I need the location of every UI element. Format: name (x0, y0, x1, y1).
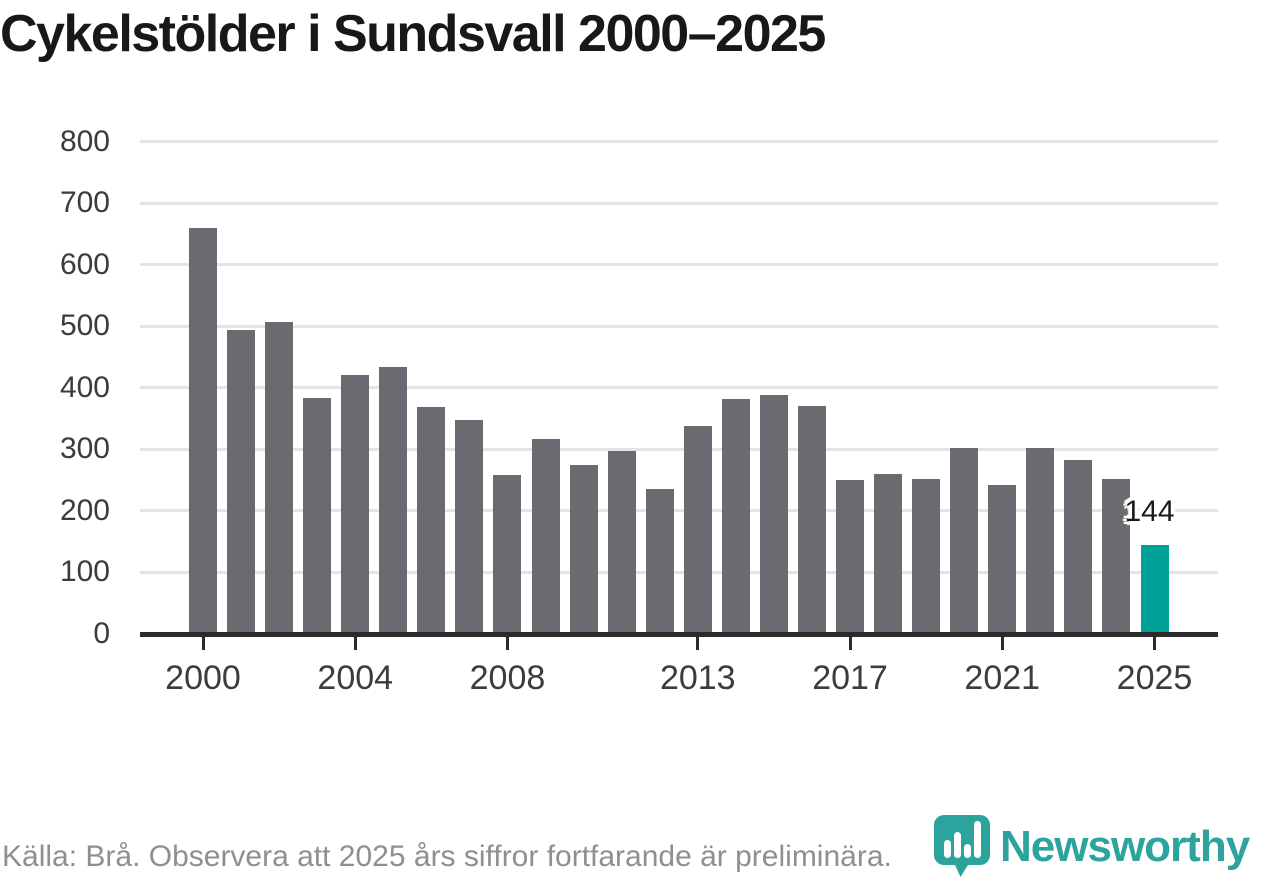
gridline-200 (140, 509, 1218, 513)
x-axis-label-2008: 2008 (469, 659, 546, 697)
axis-tick-2013 (696, 637, 700, 650)
y-axis-label-0: 0 (93, 617, 110, 650)
bar-2021 (988, 485, 1017, 634)
bar-2014 (721, 399, 750, 634)
x-axis-label-2025: 2025 (1116, 659, 1193, 697)
bar-2024 (1102, 478, 1131, 634)
bar-2015 (759, 394, 788, 634)
x-axis-label-2000: 2000 (165, 659, 241, 697)
y-axis-label-300: 300 (59, 432, 110, 466)
y-axis-label-400: 400 (59, 370, 110, 404)
x-axis-label-2004: 2004 (317, 659, 394, 697)
x-axis-line (140, 632, 1218, 637)
gridline-800 (140, 140, 1218, 144)
bar-2001 (227, 329, 256, 634)
bar-2019 (912, 478, 941, 634)
axis-tick-2008 (505, 637, 509, 650)
bar-2022 (1026, 448, 1055, 634)
newsworthy-pin-bar-chart-icon (934, 815, 990, 877)
bar-2010 (569, 465, 598, 634)
axis-tick-2000 (201, 637, 205, 650)
y-axis-label-200: 200 (59, 493, 110, 527)
logo-bar-1 (944, 840, 951, 858)
x-axis-label-2013: 2013 (659, 659, 736, 697)
y-axis-label-700: 700 (59, 186, 110, 220)
bar-2011 (607, 451, 636, 634)
gridline-300 (140, 447, 1218, 451)
bar-2025 (1140, 545, 1169, 634)
page-title: Cykelstölder i Sundsvall 2000–2025 (0, 5, 826, 63)
bar-2023 (1064, 459, 1093, 634)
y-axis-label-500: 500 (59, 309, 110, 343)
bar-2003 (303, 397, 332, 634)
axis-tick-2021 (1000, 637, 1004, 650)
x-axis-label-2021: 2021 (964, 659, 1041, 697)
y-axis-label-100: 100 (59, 555, 110, 589)
bar-2018 (874, 473, 903, 634)
bar-2004 (341, 375, 370, 634)
gridline-700 (140, 201, 1218, 205)
bar-2008 (493, 474, 522, 634)
y-axis-label-800: 800 (59, 124, 110, 158)
bar-2009 (531, 439, 560, 634)
bar-2012 (645, 489, 674, 634)
logo-pin-shape (934, 815, 990, 877)
source-text: Källa: Brå. Observera att 2025 års siffr… (2, 840, 892, 873)
bar-2002 (265, 321, 294, 634)
bar-2013 (683, 425, 712, 634)
gridline-500 (140, 324, 1218, 328)
x-axis-label-2017: 2017 (812, 659, 888, 697)
axis-tick-2025 (1153, 637, 1156, 650)
gridline-600 (140, 263, 1218, 267)
logo-bar-2 (954, 832, 961, 858)
bar-2016 (797, 405, 826, 634)
bar-2000 (189, 228, 217, 634)
newsworthy-brand-text: Newsworthy (1000, 822, 1250, 871)
bar-2017 (836, 480, 865, 634)
gridline-400 (140, 386, 1218, 390)
axis-tick-2017 (848, 637, 852, 650)
gridline-100 (140, 570, 1218, 574)
logo-bar-4 (974, 821, 981, 858)
bar-2020 (950, 448, 979, 634)
logo-bar-3 (964, 844, 971, 858)
value-label: 144 (1124, 495, 1175, 529)
bar-2007 (455, 420, 484, 634)
bar-2005 (379, 366, 408, 634)
y-axis-label-600: 600 (59, 247, 110, 281)
axis-tick-2004 (353, 637, 357, 650)
bar-2006 (417, 406, 446, 634)
